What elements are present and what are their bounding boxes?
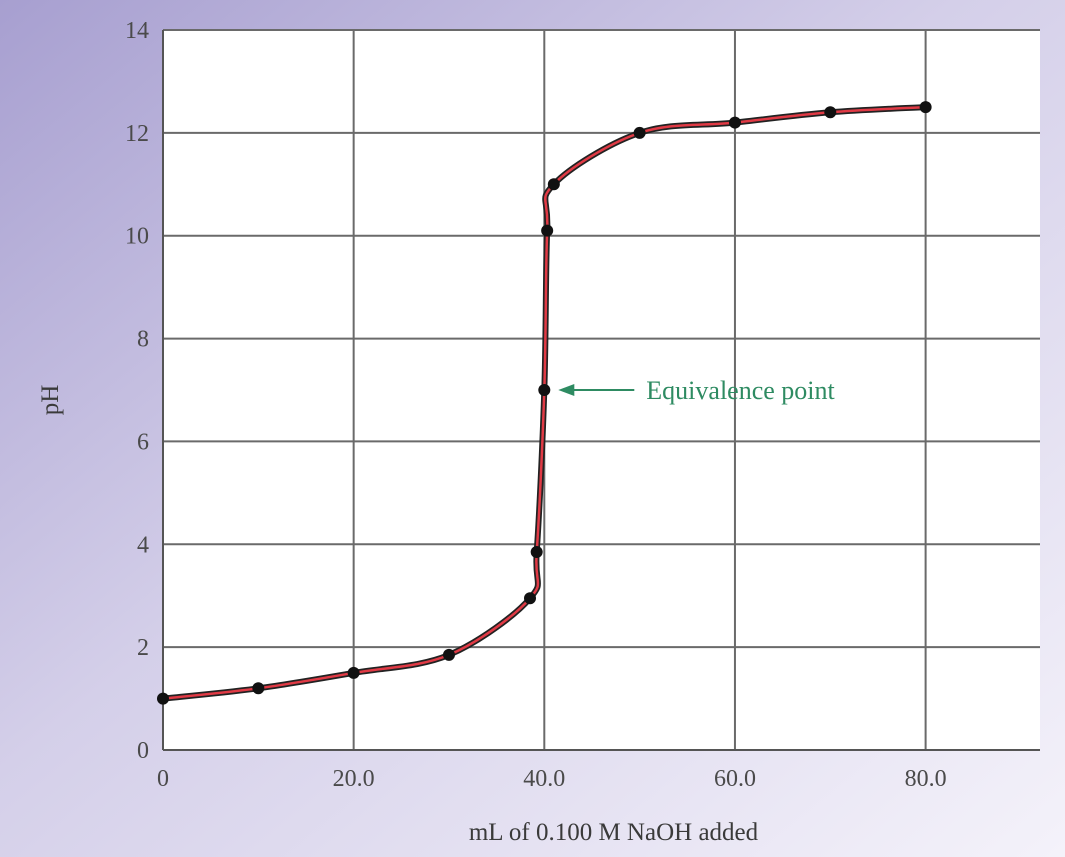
x-tick-label: 0 xyxy=(157,766,169,792)
data-point xyxy=(919,101,932,114)
tick-labels: 0 20.0 40.0 60.0 80.0 0 2 4 6 8 10 12 14 xyxy=(125,18,947,792)
y-axis-title: pH xyxy=(37,385,64,416)
x-tick-label: 20.0 xyxy=(333,766,375,792)
x-tick-label: 40.0 xyxy=(523,766,565,792)
data-point xyxy=(728,116,741,129)
y-tick-label: 8 xyxy=(137,327,149,353)
y-tick-label: 4 xyxy=(137,532,149,558)
x-tick-label: 60.0 xyxy=(714,766,756,792)
data-point xyxy=(547,178,560,191)
data-point xyxy=(530,546,543,558)
annotations: Equivalence point xyxy=(558,376,836,405)
x-axis-title: mL of 0.100 M NaOH added xyxy=(469,819,759,846)
axes xyxy=(162,30,1040,751)
data-point xyxy=(157,692,169,705)
y-tick-label: 14 xyxy=(125,18,149,44)
data-point xyxy=(541,224,554,237)
data-point xyxy=(824,106,837,119)
data-point xyxy=(633,126,646,139)
data-point xyxy=(524,592,537,605)
data-point xyxy=(442,648,455,661)
y-tick-label: 0 xyxy=(137,738,149,764)
data-points xyxy=(157,101,932,705)
data-point xyxy=(538,384,551,396)
y-tick-label: 10 xyxy=(125,224,149,250)
y-tick-label: 12 xyxy=(125,121,149,147)
y-tick-label: 2 xyxy=(137,635,149,661)
annotation-arrow-head xyxy=(558,384,575,396)
data-point xyxy=(347,666,360,679)
grid-lines xyxy=(163,29,1040,750)
y-tick-label: 6 xyxy=(137,429,149,455)
data-point xyxy=(252,682,265,695)
annotation-label: Equivalence point xyxy=(646,376,835,405)
x-tick-label: 80.0 xyxy=(905,766,947,792)
